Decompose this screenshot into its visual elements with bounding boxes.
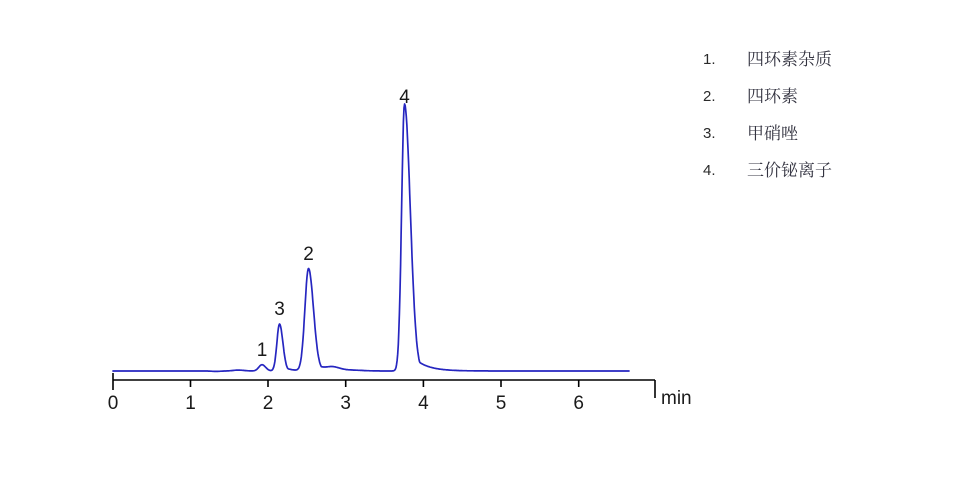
svg-text:min: min [661,388,692,409]
svg-text:1: 1 [185,393,196,414]
svg-text:6: 6 [573,393,584,414]
svg-text:1: 1 [257,340,268,361]
svg-text:3: 3 [340,393,351,414]
svg-text:0: 0 [108,393,119,414]
svg-text:5: 5 [496,393,507,414]
svg-text:2: 2 [303,244,314,265]
svg-text:4: 4 [399,87,410,108]
svg-text:4: 4 [418,393,429,414]
svg-text:2: 2 [263,393,274,414]
svg-text:3: 3 [274,299,285,320]
